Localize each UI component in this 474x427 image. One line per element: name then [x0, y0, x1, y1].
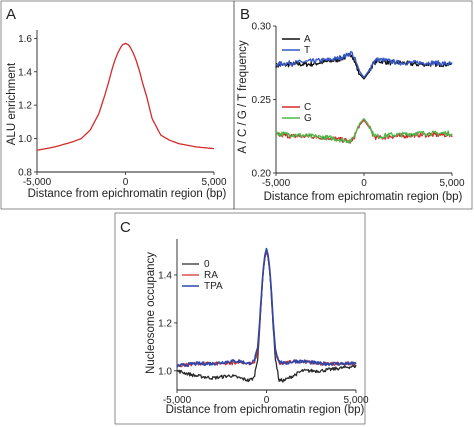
- chart-c-ytick-label: 1.4: [158, 270, 172, 281]
- chart-a-ylabel: ALU enrichment: [6, 62, 18, 145]
- chart-c-ytick-label: 1.0: [158, 366, 172, 377]
- panel-c-frame: [114, 212, 366, 425]
- chart-b-xtick-label: 0: [361, 178, 367, 189]
- legend-ra-label: RA: [204, 270, 218, 281]
- panel-letter-a: A: [6, 6, 16, 23]
- chart-a-ytick-label: 1.4: [18, 67, 32, 78]
- chart-a-ytick-label: 1.0: [18, 134, 32, 145]
- chart-a: Distance from epichromatin region (bp) A…: [6, 30, 227, 200]
- chart-c-xtick-label: -5,000: [163, 395, 192, 406]
- chart-b: Distance from epichromatin region (bp) A…: [237, 22, 465, 204]
- chart-c-series-line-tpa: [176, 247, 357, 368]
- chart-b-series-line-g: [275, 117, 453, 144]
- chart-c-ylabel: Nucleosome occupancy: [145, 252, 157, 374]
- legend-a-label: A: [304, 34, 311, 45]
- chart-b-ytick-label: 0.25: [252, 95, 272, 106]
- chart-a-ytick-label: 0.8: [18, 168, 32, 179]
- panel-b-frame: [233, 0, 473, 210]
- chart-a-xlabel: Distance from epichromatin region (bp): [28, 188, 227, 200]
- chart-c: Distance from epichromatin region (bp) N…: [145, 239, 369, 416]
- chart-b-xtick-label: 5,000: [439, 178, 464, 189]
- legend-c-label: C: [304, 102, 311, 113]
- chart-a-xtick-label: 5,000: [201, 177, 226, 188]
- chart-a-series-line: [36, 42, 215, 151]
- legend-t-label: T: [304, 45, 310, 56]
- legend-g-label: G: [304, 113, 312, 124]
- chart-b-ytick-label: 0.20: [252, 169, 272, 180]
- panel-letter-b: B: [240, 6, 250, 23]
- chart-b-series-line-c: [275, 119, 453, 144]
- chart-b-ylabel: A / C / G / T frequency: [237, 40, 249, 154]
- chart-a-ytick-label: 1.6: [18, 34, 32, 45]
- chart-a-xtick-label: 0: [123, 177, 129, 188]
- chart-a-ytick-label: 1.2: [18, 101, 32, 112]
- chart-a-xtick-label: -5,000: [23, 177, 52, 188]
- chart-b-ytick-label: 0.30: [252, 22, 272, 33]
- legend-0-label: 0: [204, 259, 210, 270]
- legend-tpa-label: TPA: [204, 281, 223, 292]
- chart-c-ytick-label: 1.2: [158, 318, 172, 329]
- chart-b-series-line-t: [275, 50, 453, 79]
- chart-c-xtick-label: 5,000: [343, 395, 368, 406]
- chart-c-xlabel: Distance from epichromatin region (bp): [166, 404, 365, 416]
- chart-b-xlabel: Distance from epichromatin region (bp): [264, 191, 463, 203]
- chart-b-series-line-a: [275, 53, 453, 80]
- panel-letter-c: C: [120, 219, 131, 236]
- chart-c-xtick-label: 0: [264, 395, 270, 406]
- chart-b-xtick-label: -5,000: [262, 178, 291, 189]
